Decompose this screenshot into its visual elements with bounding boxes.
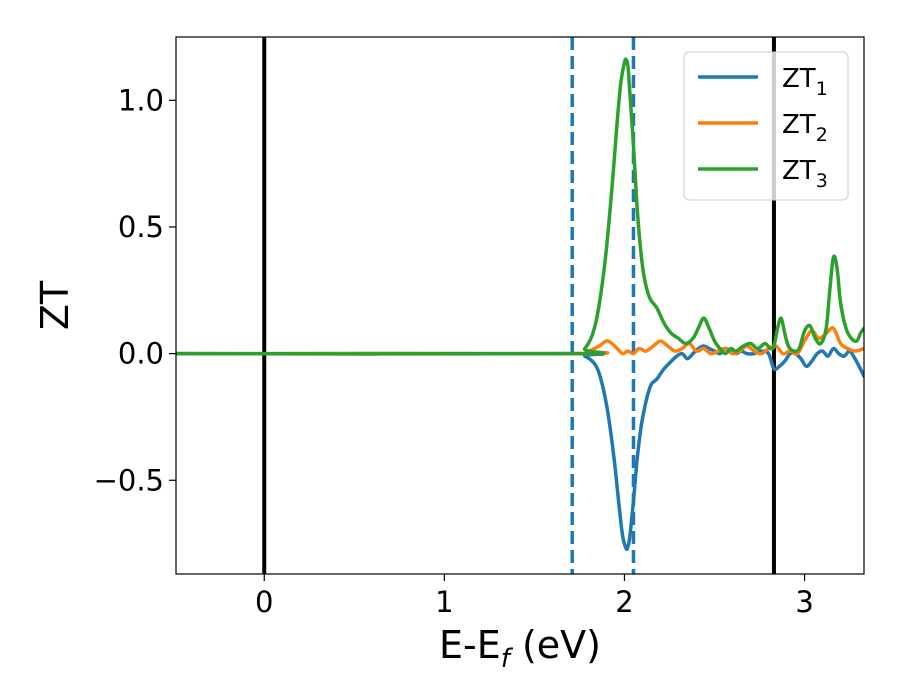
- series-line-zt3: [176, 57, 864, 356]
- axes: 0 1 2 3 −0.5 0.0 0.5 1.0 E-Ef (eV) ZT: [33, 36, 865, 674]
- y-tick-label: 1.0: [118, 83, 164, 117]
- y-tick-label: 0.0: [118, 337, 164, 371]
- legend-label-zt2: ZT2: [782, 110, 828, 146]
- legend-label-zt3: ZT3: [782, 156, 828, 192]
- y-tick-label: 0.5: [118, 210, 164, 244]
- x-axis-title: E-Ef (eV): [439, 623, 601, 674]
- y-axis-title: ZT: [33, 280, 77, 330]
- legend-box: [683, 51, 849, 201]
- y-tick-label: −0.5: [94, 463, 164, 497]
- legend-label-zt1: ZT1: [782, 64, 828, 100]
- legend: ZT1 ZT2 ZT3: [683, 51, 849, 201]
- x-tick-label: 2: [615, 585, 633, 619]
- series-line-zt1: [176, 344, 864, 552]
- x-tick-label: 3: [795, 585, 813, 619]
- x-tick-label: 0: [255, 585, 273, 619]
- axes-frame: [175, 36, 865, 575]
- x-tick-label: 1: [435, 585, 453, 619]
